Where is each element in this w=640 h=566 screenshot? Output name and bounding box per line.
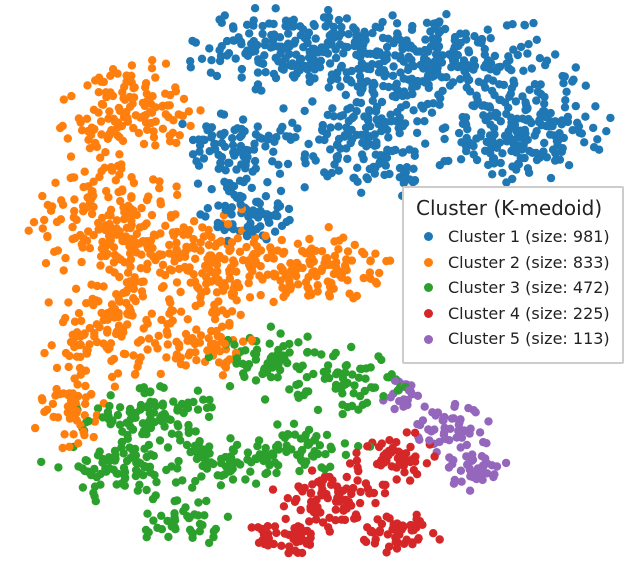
legend-item: Cluster 4 (size: 225) <box>416 301 610 327</box>
legend-title: Cluster (K-medoid) <box>416 196 610 220</box>
legend-label: Cluster 4 (size: 225) <box>448 301 610 327</box>
legend-item: Cluster 3 (size: 472) <box>416 275 610 301</box>
legend-swatch-5 <box>416 335 440 344</box>
legend-item: Cluster 1 (size: 981) <box>416 224 610 250</box>
legend-swatch-2 <box>416 258 440 267</box>
legend-label: Cluster 1 (size: 981) <box>448 224 610 250</box>
legend-swatch-3 <box>416 283 440 292</box>
legend-label: Cluster 2 (size: 833) <box>448 250 610 276</box>
legend-label: Cluster 3 (size: 472) <box>448 275 610 301</box>
legend-item: Cluster 5 (size: 113) <box>416 326 610 352</box>
legend-swatch-4 <box>416 309 440 318</box>
legend-label: Cluster 5 (size: 113) <box>448 326 610 352</box>
legend-box: Cluster (K-medoid) Cluster 1 (size: 981)… <box>402 186 624 364</box>
legend-item: Cluster 2 (size: 833) <box>416 250 610 276</box>
legend-swatch-1 <box>416 232 440 241</box>
